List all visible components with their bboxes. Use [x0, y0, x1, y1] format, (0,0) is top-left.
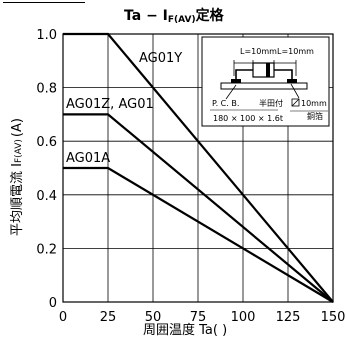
inset-dim-left: L=10mm [240, 47, 277, 56]
series-lines [63, 32, 334, 303]
mounting-inset: L=10mm L=10mm P. C. B. 半田付 180 × 100 × 1… [201, 36, 330, 127]
series-label-ag01a: AG01A [66, 151, 110, 166]
x-tick-label: 125 [276, 310, 301, 325]
inset-pcb-label: P. C. B. [212, 99, 239, 108]
series-label-ag01y: AG01Y [139, 51, 182, 66]
x-tick-label: 150 [321, 310, 346, 325]
inset-diode-body [252, 62, 275, 78]
inset-foil-square-icon [291, 98, 300, 107]
inset-copper-left [231, 79, 241, 83]
x-tick-label: 75 [190, 310, 207, 325]
inset-diode-band [266, 63, 270, 77]
inset-lead-left [235, 69, 253, 79]
title-rule [3, 2, 85, 3]
x-axis-label: 周囲温度 Ta( ) [143, 322, 227, 338]
x-tick-label: 100 [231, 310, 256, 325]
y-axis-label: 平均順電流 IF(AV)(A) [10, 118, 25, 236]
inset-pcb-size: 180 × 100 × 1.6t [213, 114, 283, 123]
y-tick-label: 0.2 [36, 242, 57, 257]
series-line-2 [63, 166, 334, 303]
y-tick-label: 0.6 [36, 135, 57, 150]
inset-lead-right [274, 69, 293, 79]
inset-copper-right [287, 79, 297, 83]
y-tick-label: 0 [49, 296, 57, 311]
x-tick-label: 50 [145, 310, 162, 325]
x-tick-label: 25 [100, 310, 117, 325]
x-tick-label: 0 [59, 310, 67, 325]
y-tick-labels: 0 0.2 0.4 0.6 0.8 1.0 [36, 28, 57, 311]
inset-dim-right: L=10mm [277, 47, 314, 56]
series-line-1 [63, 113, 334, 303]
chart-title: Ta − IF(AV)定格 [124, 7, 225, 25]
y-tick-label: 1.0 [36, 28, 57, 43]
series-label-ag01z-ag01: AG01Z, AG01 [66, 97, 154, 112]
x-tick-labels: 0 25 50 75 100 125 150 [59, 310, 346, 325]
series-line-0 [63, 32, 334, 303]
inset-solder-label: 半田付 [259, 98, 283, 108]
y-tick-label: 0.4 [36, 189, 57, 204]
inset-foil-label: 銅箔 [307, 111, 323, 121]
inset-foil-size: 10mm [301, 99, 327, 108]
inset-pcb [220, 82, 308, 90]
y-tick-label: 0.8 [36, 82, 57, 97]
